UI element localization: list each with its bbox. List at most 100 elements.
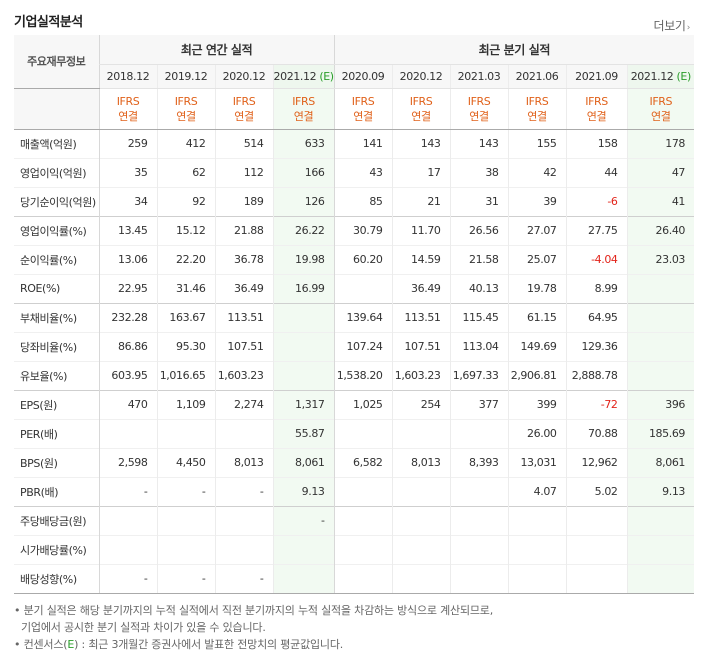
annual-group-header: 최근 연간 실적 xyxy=(98,35,335,65)
footnote-2-pre: • 컨센서스( xyxy=(14,638,68,651)
table-cell: 43 xyxy=(333,157,393,187)
consolidated-label: 연결 xyxy=(651,109,671,123)
ifrs-label: IFRS xyxy=(292,94,315,108)
table-cell xyxy=(507,563,567,594)
table-cell: -72 xyxy=(565,389,628,419)
period-label: 2020.12 xyxy=(222,69,266,83)
row-label: 당좌비율(%) xyxy=(14,331,99,361)
table-cell xyxy=(333,505,393,535)
row-label: 유보율(%) xyxy=(14,360,99,390)
table-cell xyxy=(626,360,695,390)
table-cell: 4.07 xyxy=(507,476,567,506)
table-cell: 36.78 xyxy=(214,244,273,274)
table-cell: 17 xyxy=(391,157,451,187)
row-label: 매출액(억원) xyxy=(14,128,99,158)
table-row: PBR(배) - - -9.13 4.07 5.02 9.13 xyxy=(14,476,695,506)
table-cell: 232.28 xyxy=(98,302,157,332)
table-cell: 1,603.23 xyxy=(214,360,273,390)
consolidated-label: 연결 xyxy=(353,109,373,123)
table-cell: 26.00 xyxy=(507,418,567,448)
table-cell: -4.04 xyxy=(565,244,628,274)
table-cell: 113.04 xyxy=(449,331,509,361)
footnote-1: • 분기 실적은 해당 분기까지의 누적 실적에서 직전 분기까지의 누적 실적… xyxy=(14,604,493,617)
table-cell xyxy=(565,534,628,564)
table-cell xyxy=(626,563,695,594)
quarter-group-header: 최근 분기 실적 xyxy=(333,35,695,65)
quarter-period-header: 2020.09 xyxy=(333,64,393,89)
table-cell xyxy=(98,534,157,564)
ifrs-label: IFRS xyxy=(525,94,549,108)
table-cell xyxy=(565,505,628,535)
table-cell: 13.45 xyxy=(98,215,157,245)
table-cell: 11.70 xyxy=(391,215,451,245)
table-cell xyxy=(391,476,451,506)
table-cell: 36.49 xyxy=(391,273,451,303)
consolidated-label: 연결 xyxy=(527,109,547,123)
table-cell: 115.45 xyxy=(449,302,509,332)
table-cell: 8,013 xyxy=(391,447,451,477)
row-label: EPS(원) xyxy=(14,389,99,419)
table-cell xyxy=(98,505,157,535)
table-cell: 47 xyxy=(626,157,695,187)
table-cell: 1,538.20 xyxy=(333,360,393,390)
table-cell: 39 xyxy=(507,186,567,216)
table-cell: 44 xyxy=(565,157,628,187)
chevron-right-icon: › xyxy=(686,23,691,33)
table-cell: 19.78 xyxy=(507,273,567,303)
ifrs-basis-header: IFRS 연결 xyxy=(272,88,335,130)
table-cell: - xyxy=(214,563,273,594)
table-cell: - xyxy=(98,563,157,594)
consolidated-label: 연결 xyxy=(411,109,431,123)
table-cell: 2,888.78 xyxy=(565,360,628,390)
row-label: 주당배당금(원) xyxy=(14,505,99,535)
row-label: PER(배) xyxy=(14,418,99,448)
table-cell: 22.20 xyxy=(156,244,215,274)
table-cell: 107.51 xyxy=(214,331,273,361)
table-cell: 26.56 xyxy=(449,215,509,245)
table-cell: 1,603.23 xyxy=(391,360,451,390)
table-cell xyxy=(333,273,393,303)
consolidated-label: 연결 xyxy=(234,109,254,123)
corner-header: 주요재무정보 xyxy=(14,35,99,89)
ifrs-basis-header: IFRS 연결 xyxy=(333,88,393,130)
table-cell: 40.13 xyxy=(449,273,509,303)
table-cell xyxy=(333,476,393,506)
consolidated-label: 연결 xyxy=(586,109,607,123)
table-cell: 514 xyxy=(214,128,273,158)
table-cell: 38 xyxy=(449,157,509,187)
table-cell xyxy=(333,534,393,564)
table-cell: 143 xyxy=(449,128,509,158)
table-cell: 8,061 xyxy=(626,447,695,477)
footnote-2-post: ) : 최근 3개월간 증권사에서 발표한 전망치의 평균값입니다. xyxy=(74,638,344,651)
table-cell: 633 xyxy=(272,128,335,158)
estimate-suffix: (E) xyxy=(319,69,334,83)
table-cell: 95.30 xyxy=(156,331,215,361)
table-cell: 178 xyxy=(626,128,695,158)
ifrs-basis-header: IFRS 연결 xyxy=(156,88,215,130)
table-cell: 254 xyxy=(391,389,451,419)
table-cell xyxy=(507,534,567,564)
table-row: 배당성향(%) - - - xyxy=(14,563,695,594)
more-link[interactable]: 더보기› xyxy=(653,17,690,34)
row-label: PBR(배) xyxy=(14,476,99,506)
table-cell xyxy=(156,505,215,535)
table-cell: 1,317 xyxy=(272,389,335,419)
ifrs-label: IFRS xyxy=(116,94,140,108)
table-cell xyxy=(449,505,509,535)
table-cell xyxy=(156,418,215,448)
table-cell: 35 xyxy=(98,157,157,187)
table-cell xyxy=(449,563,509,594)
ifrs-label: IFRS xyxy=(467,94,491,108)
table-cell: 30.79 xyxy=(333,215,393,245)
table-cell xyxy=(272,534,335,564)
table-cell: 13.06 xyxy=(98,244,157,274)
table-row: 매출액(억원) 259 412 514 633 141 143 143 155 158 178 xyxy=(14,128,695,158)
table-cell: 8,013 xyxy=(214,447,273,477)
table-cell: - xyxy=(156,476,215,506)
table-cell: 126 xyxy=(272,186,335,216)
table-cell: 107.51 xyxy=(391,331,451,361)
quarter-period-header: 2021.12 (E) xyxy=(626,64,695,89)
table-row: 당기순이익(억원) 34 92 189 126 85 21 31 39 -6 41 xyxy=(14,186,695,216)
period-label: 2021.06 xyxy=(515,69,559,83)
table-cell: 86.86 xyxy=(98,331,157,361)
